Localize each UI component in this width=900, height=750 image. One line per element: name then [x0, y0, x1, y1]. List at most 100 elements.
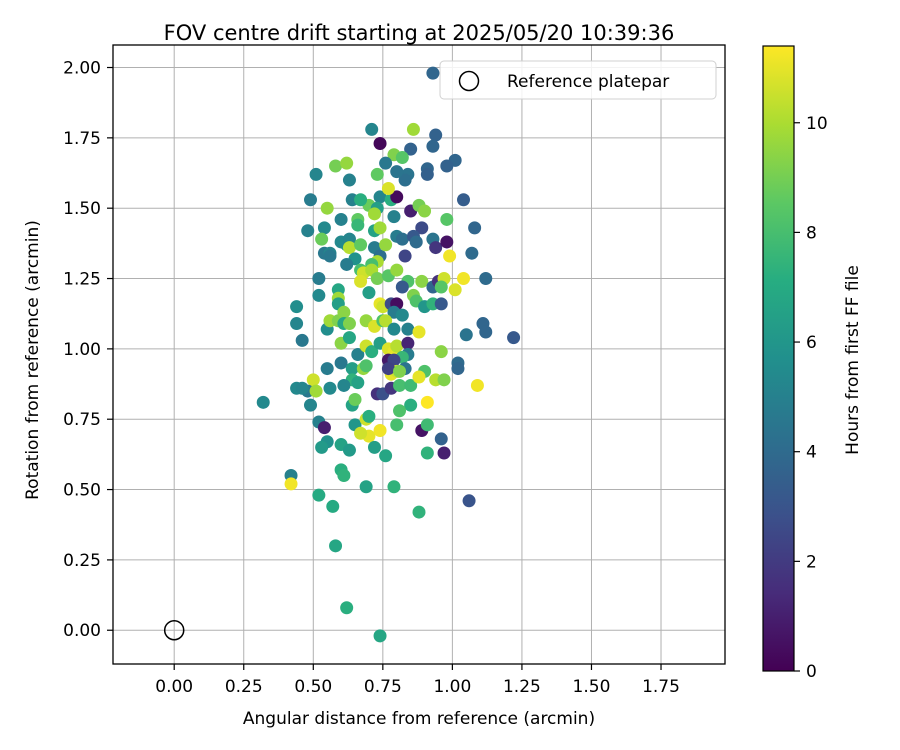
data-point: [468, 221, 482, 235]
data-point: [465, 246, 479, 260]
data-point: [395, 308, 409, 322]
data-point: [309, 167, 323, 181]
data-point: [373, 136, 387, 150]
data-point: [401, 322, 415, 336]
data-point: [440, 235, 454, 249]
data-point: [479, 325, 493, 339]
data-point: [434, 297, 448, 311]
data-point: [354, 238, 368, 252]
colorbar-tick-label: 6: [806, 333, 817, 353]
data-point: [312, 288, 326, 302]
x-axis-ticks: 0.00 0.25 0.50 0.75 1.00 1.25 1.50 1.75: [155, 664, 680, 697]
colorbar-tick-label: 10: [806, 114, 828, 134]
legend: Reference platepar: [439, 60, 717, 100]
data-point: [354, 193, 368, 207]
data-point: [334, 212, 348, 226]
data-point: [457, 272, 471, 286]
data-point: [373, 629, 387, 643]
data-point: [401, 336, 415, 350]
data-point: [317, 421, 331, 435]
y-tick-label: 2.00: [63, 59, 101, 79]
data-point: [367, 440, 381, 454]
data-point: [373, 190, 387, 204]
data-point: [381, 181, 395, 195]
data-point: [379, 449, 393, 463]
data-point: [390, 263, 404, 277]
data-point: [301, 224, 315, 238]
data-point: [370, 167, 384, 181]
data-point: [393, 364, 407, 378]
data-point: [312, 488, 326, 502]
colorbar-label: Hours from first FF file: [843, 265, 863, 455]
data-point: [390, 190, 404, 204]
y-axis-ticks: 0.00 0.25 0.50 0.75 1.00 1.25 1.50 1.75 2.00: [63, 59, 113, 641]
data-point: [342, 173, 356, 187]
colorbar-tick-label: 4: [806, 443, 817, 463]
data-point: [342, 241, 356, 255]
data-point: [290, 317, 304, 331]
colorbar: 0 2 4 6 8 10 Hours from first FF file: [762, 45, 863, 682]
x-tick-label: 0.75: [364, 677, 402, 697]
data-point: [342, 443, 356, 457]
data-point: [379, 156, 393, 170]
y-tick-label: 0.25: [63, 551, 101, 571]
data-point: [329, 159, 343, 173]
colorbar-tick-label: 8: [806, 223, 817, 243]
data-point: [434, 432, 448, 446]
data-point: [426, 66, 440, 80]
data-point: [317, 221, 331, 235]
data-point: [479, 272, 493, 286]
data-point: [365, 122, 379, 136]
x-tick-label: 1.25: [503, 677, 541, 697]
y-axis-label: Rotation from reference (arcmin): [23, 220, 43, 500]
data-point: [406, 122, 420, 136]
data-point: [440, 212, 454, 226]
y-tick-label: 1.50: [63, 199, 101, 219]
data-point: [443, 249, 457, 263]
data-point: [348, 393, 362, 407]
y-tick-label: 1.25: [63, 270, 101, 290]
data-point: [412, 370, 426, 384]
data-point: [404, 398, 418, 412]
data-point: [312, 272, 326, 286]
data-point: [395, 232, 409, 246]
x-tick-label: 0.50: [294, 677, 332, 697]
data-point: [390, 418, 404, 432]
data-point: [412, 325, 426, 339]
data-point: [420, 167, 434, 181]
data-point: [393, 404, 407, 418]
data-point: [367, 207, 381, 221]
colorbar-ticks: 0 2 4 6 8 10: [794, 114, 828, 682]
data-point: [342, 331, 356, 345]
data-point: [379, 238, 393, 252]
data-point: [434, 280, 448, 294]
data-point: [362, 409, 376, 423]
data-point: [337, 305, 351, 319]
legend-label: Reference platepar: [507, 72, 669, 92]
data-point: [393, 378, 407, 392]
x-tick-label: 1.00: [433, 677, 471, 697]
data-point: [323, 249, 337, 263]
data-point: [359, 480, 373, 494]
data-point: [387, 322, 401, 336]
data-point: [398, 173, 412, 187]
data-point: [359, 359, 373, 373]
data-point: [395, 280, 409, 294]
grid: [113, 45, 725, 664]
data-point: [337, 468, 351, 482]
reference-marker: [163, 619, 185, 641]
data-point: [334, 356, 348, 370]
colorbar-gradient: [762, 45, 795, 672]
data-point: [351, 376, 365, 390]
data-point: [434, 345, 448, 359]
data-point: [306, 373, 320, 387]
data-point: [426, 139, 440, 153]
data-point: [365, 345, 379, 359]
data-points: [256, 66, 521, 643]
data-point: [337, 378, 351, 392]
data-point: [429, 128, 443, 142]
data-point: [323, 381, 337, 395]
data-point: [351, 348, 365, 361]
data-point: [320, 362, 334, 376]
